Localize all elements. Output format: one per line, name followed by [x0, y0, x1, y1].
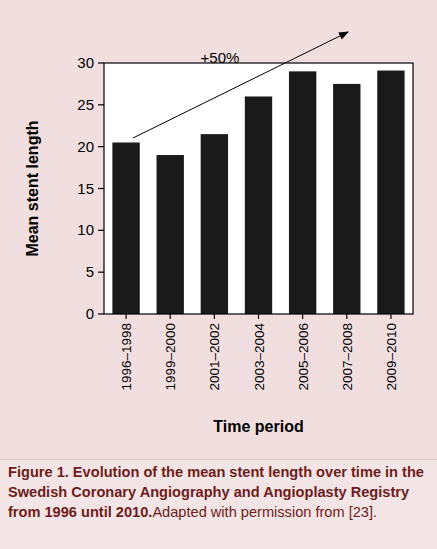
y-tick — [98, 104, 104, 105]
caption: Figure 1. Evolution of the mean stent le… — [8, 462, 432, 522]
y-tick — [98, 313, 104, 314]
y-tick — [98, 230, 104, 231]
x-tick — [302, 314, 303, 319]
bar — [201, 134, 228, 314]
bar — [377, 71, 404, 314]
bar — [333, 84, 360, 314]
x-tick-label: 2005–2006 — [296, 323, 311, 391]
x-tick — [390, 314, 391, 319]
x-tick-label: 2003–2004 — [252, 323, 267, 391]
caption-note: Adapted with permission from [23]. — [152, 504, 377, 520]
x-tick-label: 2007–2008 — [340, 323, 355, 391]
y-tick-label: 5 — [86, 263, 94, 280]
y-tick-label: 20 — [77, 138, 94, 155]
x-tick-label: 1999–2000 — [163, 323, 178, 391]
bar — [289, 71, 316, 314]
x-tick-label: 1996–1998 — [119, 323, 134, 391]
x-tick-label: 2009–2010 — [384, 323, 399, 391]
bar — [245, 96, 272, 314]
x-tick — [125, 314, 126, 319]
annotation: +50% — [201, 49, 240, 66]
y-tick-label: 0 — [86, 305, 94, 322]
y-axis-label: Mean stent length — [24, 120, 41, 256]
bars — [112, 71, 404, 314]
x-tick — [170, 314, 171, 319]
separator — [0, 459, 437, 460]
y-tick — [98, 188, 104, 189]
frame — [104, 63, 413, 314]
x-tick-label: 2001–2002 — [207, 323, 222, 391]
x-tick — [214, 314, 215, 319]
panel — [0, 0, 437, 460]
y-tick-label: 10 — [77, 221, 94, 238]
y-tick-label: 15 — [77, 180, 94, 197]
y-tick-label: 25 — [77, 96, 94, 113]
x-axis-label: Time period — [213, 418, 303, 435]
bar — [157, 155, 184, 314]
y-tick — [98, 272, 104, 273]
y-tick-label: 30 — [77, 54, 94, 71]
bar — [112, 142, 139, 314]
y-tick — [98, 146, 104, 147]
trend-arrow — [133, 32, 348, 138]
plot-area — [104, 63, 413, 314]
y-tick — [98, 62, 104, 63]
x-tick — [258, 314, 259, 319]
x-tick — [346, 314, 347, 319]
